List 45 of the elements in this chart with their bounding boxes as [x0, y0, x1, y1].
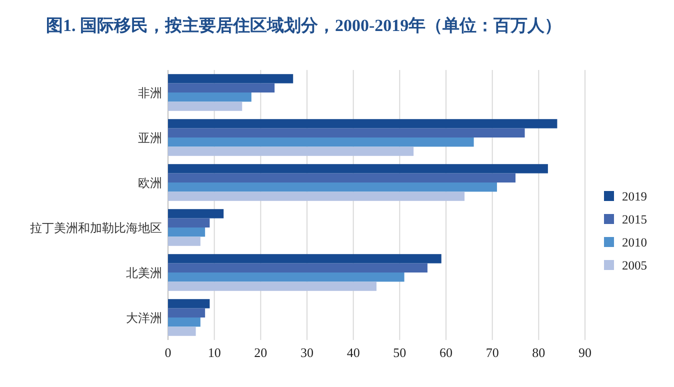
x-tick-label: 60	[440, 345, 452, 360]
legend-label: 2005	[622, 258, 647, 272]
chart-title: 图1. 国际移民，按主要居住区域划分，2000-2019年（单位：百万人）	[46, 16, 562, 35]
y-tick-label: 亚洲	[138, 131, 162, 145]
bar	[168, 326, 196, 336]
bar	[168, 282, 376, 291]
bar	[168, 164, 548, 174]
bar	[168, 92, 252, 102]
bar	[168, 119, 558, 128]
x-tick-label: 40	[346, 345, 360, 360]
bar	[168, 83, 275, 92]
bar	[168, 308, 206, 318]
bar	[168, 228, 206, 237]
bar	[168, 102, 242, 111]
bar	[168, 138, 474, 147]
bar	[168, 146, 414, 156]
bar	[168, 173, 516, 182]
x-tick-label: 50	[393, 345, 406, 360]
y-tick-label: 大洋洲	[126, 311, 162, 325]
bar	[168, 218, 210, 228]
bar	[168, 272, 404, 282]
x-tick-label: 70	[486, 345, 499, 360]
legend-label: 2015	[622, 212, 647, 226]
x-tick-label: 80	[532, 345, 546, 360]
bar	[168, 192, 465, 201]
y-tick-label: 北美洲	[126, 266, 162, 280]
bar	[168, 254, 442, 264]
bar	[168, 299, 210, 308]
bar	[168, 74, 294, 84]
x-tick-label: 10	[208, 345, 221, 360]
y-tick-label: 非洲	[138, 86, 162, 100]
bar	[168, 182, 497, 192]
y-tick-label: 欧洲	[138, 176, 162, 190]
bar	[168, 209, 224, 218]
y-tick-label: 拉丁美洲和加勒比海地区	[30, 221, 162, 235]
bar	[168, 128, 525, 138]
x-tick-label: 0	[164, 345, 172, 360]
x-tick-label: 30	[300, 345, 314, 360]
x-tick-label: 90	[578, 345, 592, 360]
bar	[168, 236, 200, 246]
bar	[168, 318, 200, 327]
legend-label: 2019	[622, 190, 647, 204]
legend-label: 2010	[622, 236, 647, 250]
bar	[168, 263, 428, 272]
x-tick-label: 20	[254, 345, 268, 360]
